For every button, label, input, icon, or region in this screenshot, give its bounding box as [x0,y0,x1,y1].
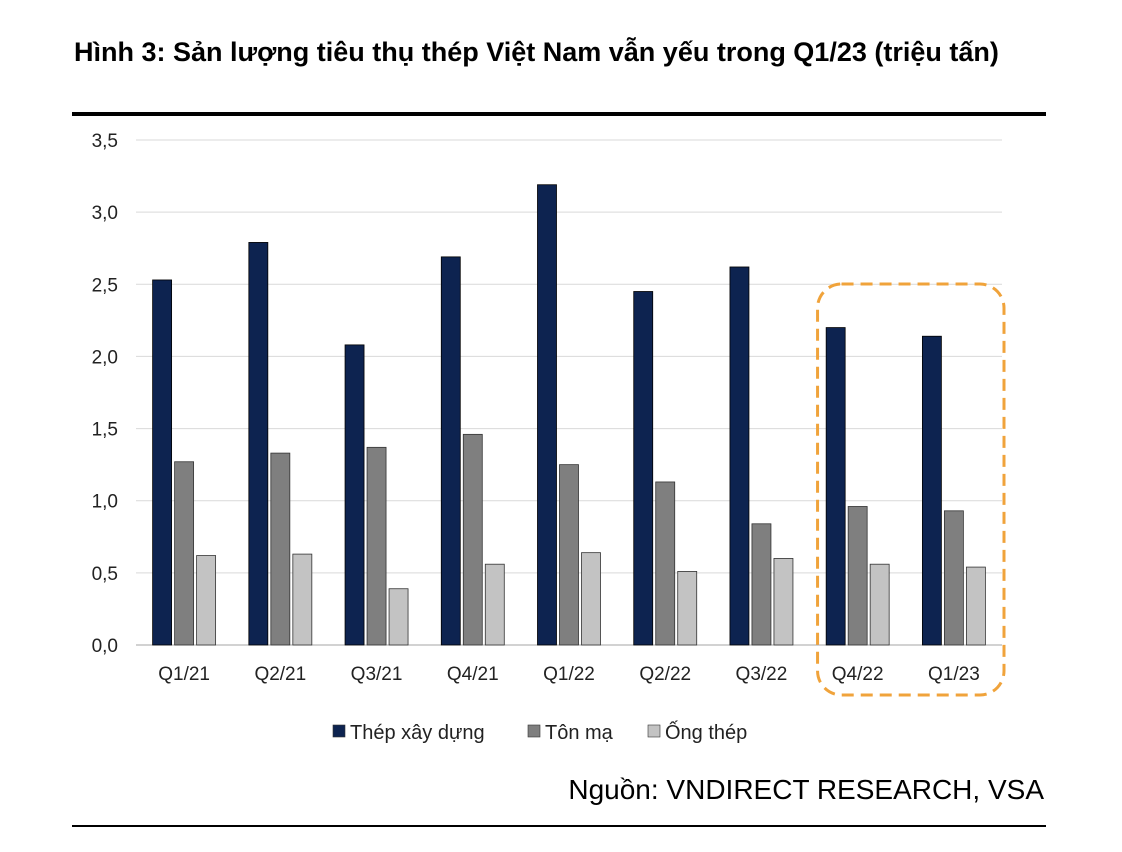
title-rule [72,112,1046,116]
y-axis-ticks: 0,0 0,5 1,0 1,5 2,0 2,5 3,0 3,5 [92,131,118,657]
bar-tôn-mạ-q2-22 [655,481,676,646]
legend-label: Ống thép [665,720,747,744]
y-tick-label: 3,0 [92,203,118,224]
bar-tôn-mạ-q3-21 [366,446,387,646]
bar-thép-xây-dựng-q2-21 [248,242,269,646]
x-tick-label: Q1/22 [543,664,595,685]
bar-ống-thép-q2-21 [292,553,313,646]
bar-thép-xây-dựng-q4-21 [440,256,461,646]
y-tick-label: 1,5 [92,420,118,441]
bar-ống-thép-q4-21 [484,563,505,646]
bar-tôn-mạ-q2-21 [270,452,291,646]
y-tick-label: 2,5 [92,275,118,296]
y-tick-label: 3,5 [92,131,118,152]
x-tick-label: Q2/21 [254,664,306,685]
bar-ống-thép-q1-22 [581,552,601,646]
legend-label: Thép xây dựng [350,722,485,744]
x-tick-label: Q1/21 [158,664,210,685]
bar-ống-thép-q3-22 [773,558,794,646]
x-axis-ticks: Q1/21 Q2/21 Q3/21 Q4/21 Q1/22 Q2/22 Q3/22 Q4/22… [158,664,980,685]
x-tick-label: Q4/22 [832,664,884,685]
y-tick-label: 2,0 [92,347,118,368]
bar-thép-xây-dựng-q3-21 [344,344,365,646]
bar-thép-xây-dựng-q1-23 [921,335,942,646]
chart-title: Hình 3: Sản lượng tiêu thụ thép Việt Nam… [74,37,999,67]
bar-thép-xây-dựng-q1-21 [152,279,173,646]
highlight-dashed-box [816,282,1006,697]
bar-ống-thép-q1-21 [196,555,217,646]
bar-thép-xây-dựng-q1-22 [537,184,557,646]
bar-tôn-mạ-q1-22 [559,464,579,646]
bar-tôn-mạ-q3-22 [751,523,772,646]
bar-tôn-mạ-q4-21 [462,433,483,646]
y-tick-label: 1,0 [92,492,118,513]
x-tick-label: Q2/22 [639,664,691,685]
bar-tôn-mạ-q1-23 [943,510,964,646]
x-tick-label: Q3/22 [736,664,788,685]
bar-thép-xây-dựng-q3-22 [729,266,750,646]
bar-ống-thép-q3-21 [388,588,409,646]
y-tick-label: 0,5 [92,564,118,585]
bar-tôn-mạ-q1-21 [174,461,195,646]
x-tick-label: Q1/23 [928,664,980,685]
bar-thép-xây-dựng-q2-22 [633,291,654,646]
x-tick-label: Q3/21 [351,664,403,685]
highlight-box [816,282,1006,697]
bar-ống-thép-q2-22 [677,571,698,646]
legend-swatch [647,724,661,738]
x-tick-label: Q4/21 [447,664,499,685]
legend: Thép xây dựng Tôn mạ Ống thép [332,720,747,744]
bottom-rule [72,825,1046,827]
bar-tôn-mạ-q4-22 [847,506,868,646]
legend-swatch [332,724,346,738]
bar-ống-thép-q1-23 [965,566,986,646]
y-tick-label: 0,0 [92,636,118,657]
legend-label: Tôn mạ [545,722,614,744]
bar-group [152,184,986,646]
bar-thép-xây-dựng-q4-22 [825,327,846,646]
bar-ống-thép-q4-22 [869,563,890,646]
source-note: Nguồn: VNDIRECT RESEARCH, VSA [568,774,1044,805]
legend-swatch [527,724,541,738]
